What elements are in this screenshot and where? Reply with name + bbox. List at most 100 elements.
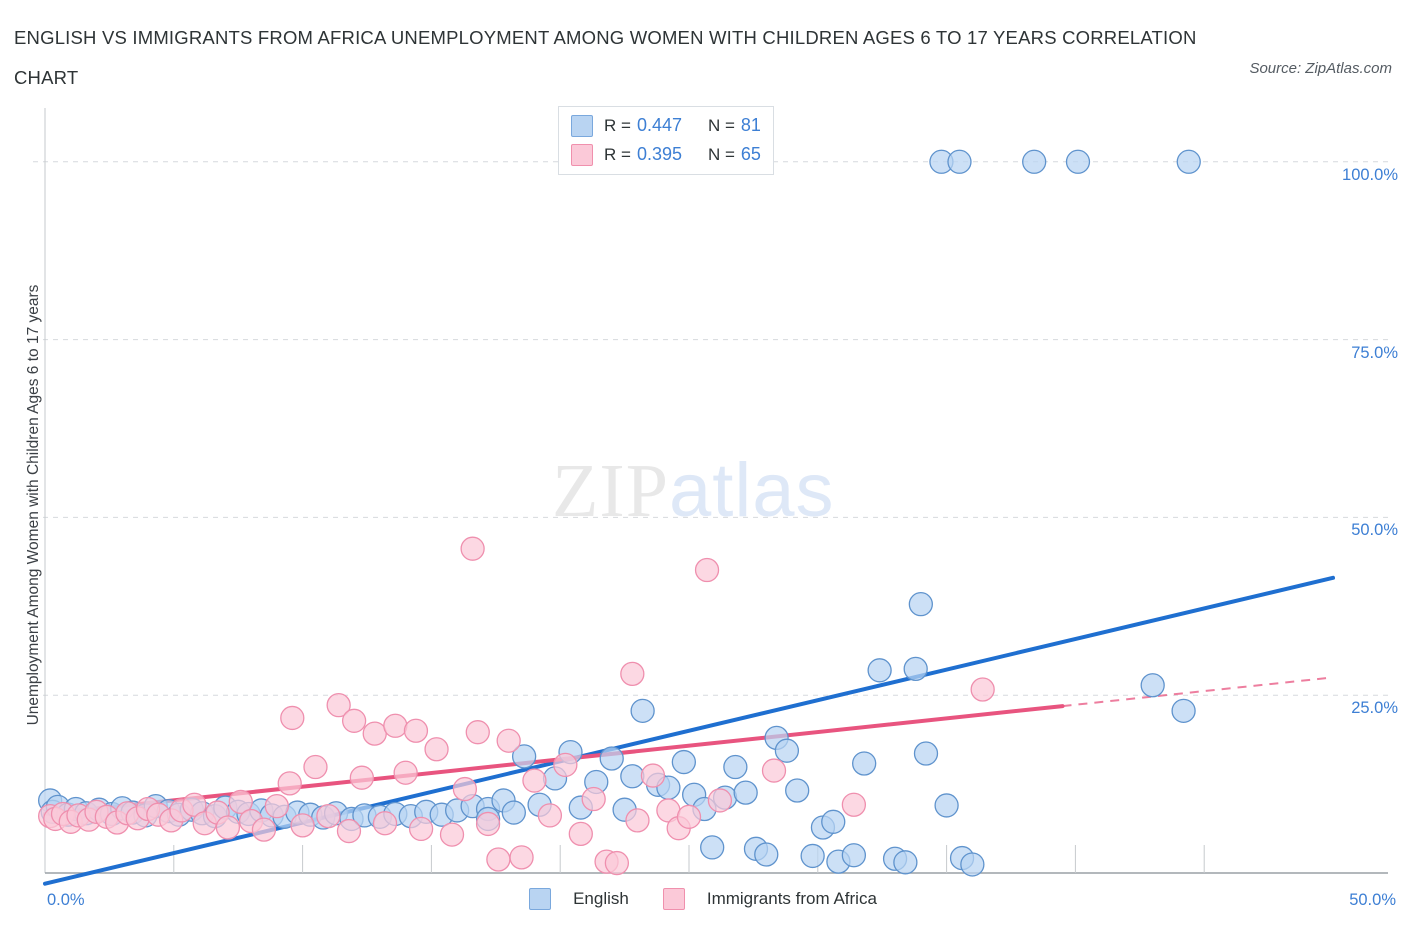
data-point[interactable] — [1140, 673, 1165, 698]
data-point[interactable] — [326, 693, 351, 718]
data-point[interactable] — [970, 677, 995, 702]
data-point[interactable] — [336, 818, 362, 844]
page-title-line-1: ENGLISH VS IMMIGRANTS FROM AFRICA UNEMPL… — [14, 27, 1197, 48]
data-point[interactable] — [316, 803, 341, 829]
data-point[interactable] — [568, 821, 593, 847]
data-point[interactable] — [852, 751, 877, 776]
y-axis-title: Unemployment Among Women with Children A… — [25, 284, 42, 726]
legend-item-english[interactable]: English — [529, 888, 629, 910]
data-point[interactable] — [599, 746, 624, 771]
data-point[interactable] — [581, 786, 606, 812]
data-point[interactable] — [1065, 149, 1091, 174]
data-point[interactable] — [460, 536, 485, 561]
data-point[interactable] — [785, 778, 810, 803]
y-tick-label-1: 50.0% — [1351, 521, 1398, 540]
data-point[interactable] — [620, 661, 645, 687]
data-point[interactable] — [960, 852, 985, 877]
data-point[interactable] — [264, 793, 289, 819]
data-point[interactable] — [215, 815, 241, 840]
data-point[interactable] — [522, 768, 547, 793]
data-point[interactable] — [761, 758, 787, 783]
data-point[interactable] — [841, 792, 867, 817]
data-point[interactable] — [867, 658, 892, 683]
data-point[interactable] — [303, 754, 328, 780]
english-swatch-icon — [571, 114, 593, 137]
data-point[interactable] — [537, 803, 563, 828]
source-attribution: Source: ZipAtlas.com — [1249, 60, 1392, 77]
trendline-english — [43, 575, 1335, 886]
data-point[interactable] — [908, 592, 933, 617]
trendline-projection-immigrants-from-africa — [1062, 676, 1334, 708]
data-point[interactable] — [393, 760, 418, 785]
data-point[interactable] — [893, 850, 918, 875]
data-point[interactable] — [733, 780, 758, 805]
immigrants-africa-r-value: 0.395 — [636, 144, 682, 164]
data-point[interactable] — [903, 656, 928, 682]
data-point[interactable] — [403, 718, 429, 743]
data-point[interactable] — [501, 800, 526, 825]
data-point[interactable] — [341, 708, 367, 733]
data-point[interactable] — [604, 850, 630, 876]
legend-item-immigrants-africa[interactable]: Immigrants from Africa — [662, 888, 877, 910]
points-immigrants-from-africa — [38, 536, 995, 876]
data-point[interactable] — [465, 720, 490, 745]
data-point[interactable] — [1176, 149, 1201, 174]
data-point[interactable] — [280, 705, 305, 731]
legend-swatch-immigrants-africa-icon — [662, 888, 685, 910]
points-english — [38, 149, 1201, 877]
data-point[interactable] — [439, 822, 465, 847]
data-point[interactable] — [947, 149, 972, 174]
data-point[interactable] — [362, 721, 387, 746]
legend-swatch-english-icon — [529, 888, 552, 910]
data-point[interactable] — [277, 771, 302, 796]
data-point[interactable] — [553, 752, 578, 778]
data-point[interactable] — [723, 754, 748, 780]
data-point[interactable] — [694, 557, 720, 583]
data-point[interactable] — [383, 713, 408, 738]
data-point[interactable] — [1171, 698, 1196, 723]
y-tick-label-2: 75.0% — [1351, 343, 1398, 362]
english-n-value: 81 — [740, 115, 761, 135]
data-point[interactable] — [821, 809, 846, 834]
english-n-label: N = — [707, 115, 735, 135]
data-point[interactable] — [496, 728, 521, 753]
data-point[interactable] — [509, 845, 534, 870]
data-point[interactable] — [934, 793, 959, 818]
data-point[interactable] — [424, 737, 449, 762]
y-tick-label-0: 25.0% — [1351, 699, 1398, 718]
data-point[interactable] — [774, 738, 800, 763]
data-point[interactable] — [913, 741, 939, 766]
data-point[interactable] — [349, 765, 374, 790]
data-point[interactable] — [1022, 149, 1047, 174]
y-tick-label-3: 100.0% — [1342, 165, 1398, 184]
data-point[interactable] — [754, 842, 779, 867]
data-point[interactable] — [800, 843, 825, 869]
data-point[interactable] — [511, 744, 537, 769]
english-r-label: R = — [604, 115, 631, 135]
data-point[interactable] — [620, 764, 645, 789]
data-point[interactable] — [700, 835, 725, 860]
data-point[interactable] — [452, 776, 478, 802]
data-point[interactable] — [290, 813, 315, 838]
data-point[interactable] — [707, 788, 733, 813]
chart-legend: English Immigrants from Africa — [0, 888, 1406, 910]
trendline-immigrants-from-africa — [43, 704, 1065, 816]
x-tick-label-max: 50.0% — [1349, 891, 1396, 909]
data-point[interactable] — [625, 808, 650, 833]
data-point[interactable] — [676, 804, 702, 829]
stat-row-english: R = 0.447 N = 81 — [571, 112, 761, 139]
immigrants-africa-r-label: R = — [604, 144, 631, 164]
data-point[interactable] — [408, 816, 434, 842]
data-point[interactable] — [182, 792, 207, 817]
x-tick-label-min: 0.0% — [47, 891, 85, 909]
data-point[interactable] — [630, 698, 655, 723]
data-point[interactable] — [671, 749, 696, 775]
data-point[interactable] — [475, 811, 501, 837]
data-point[interactable] — [251, 817, 277, 842]
data-point[interactable] — [486, 847, 511, 872]
data-point[interactable] — [841, 843, 867, 868]
data-point[interactable] — [640, 763, 666, 788]
data-point[interactable] — [228, 789, 253, 815]
data-point[interactable] — [372, 811, 398, 836]
